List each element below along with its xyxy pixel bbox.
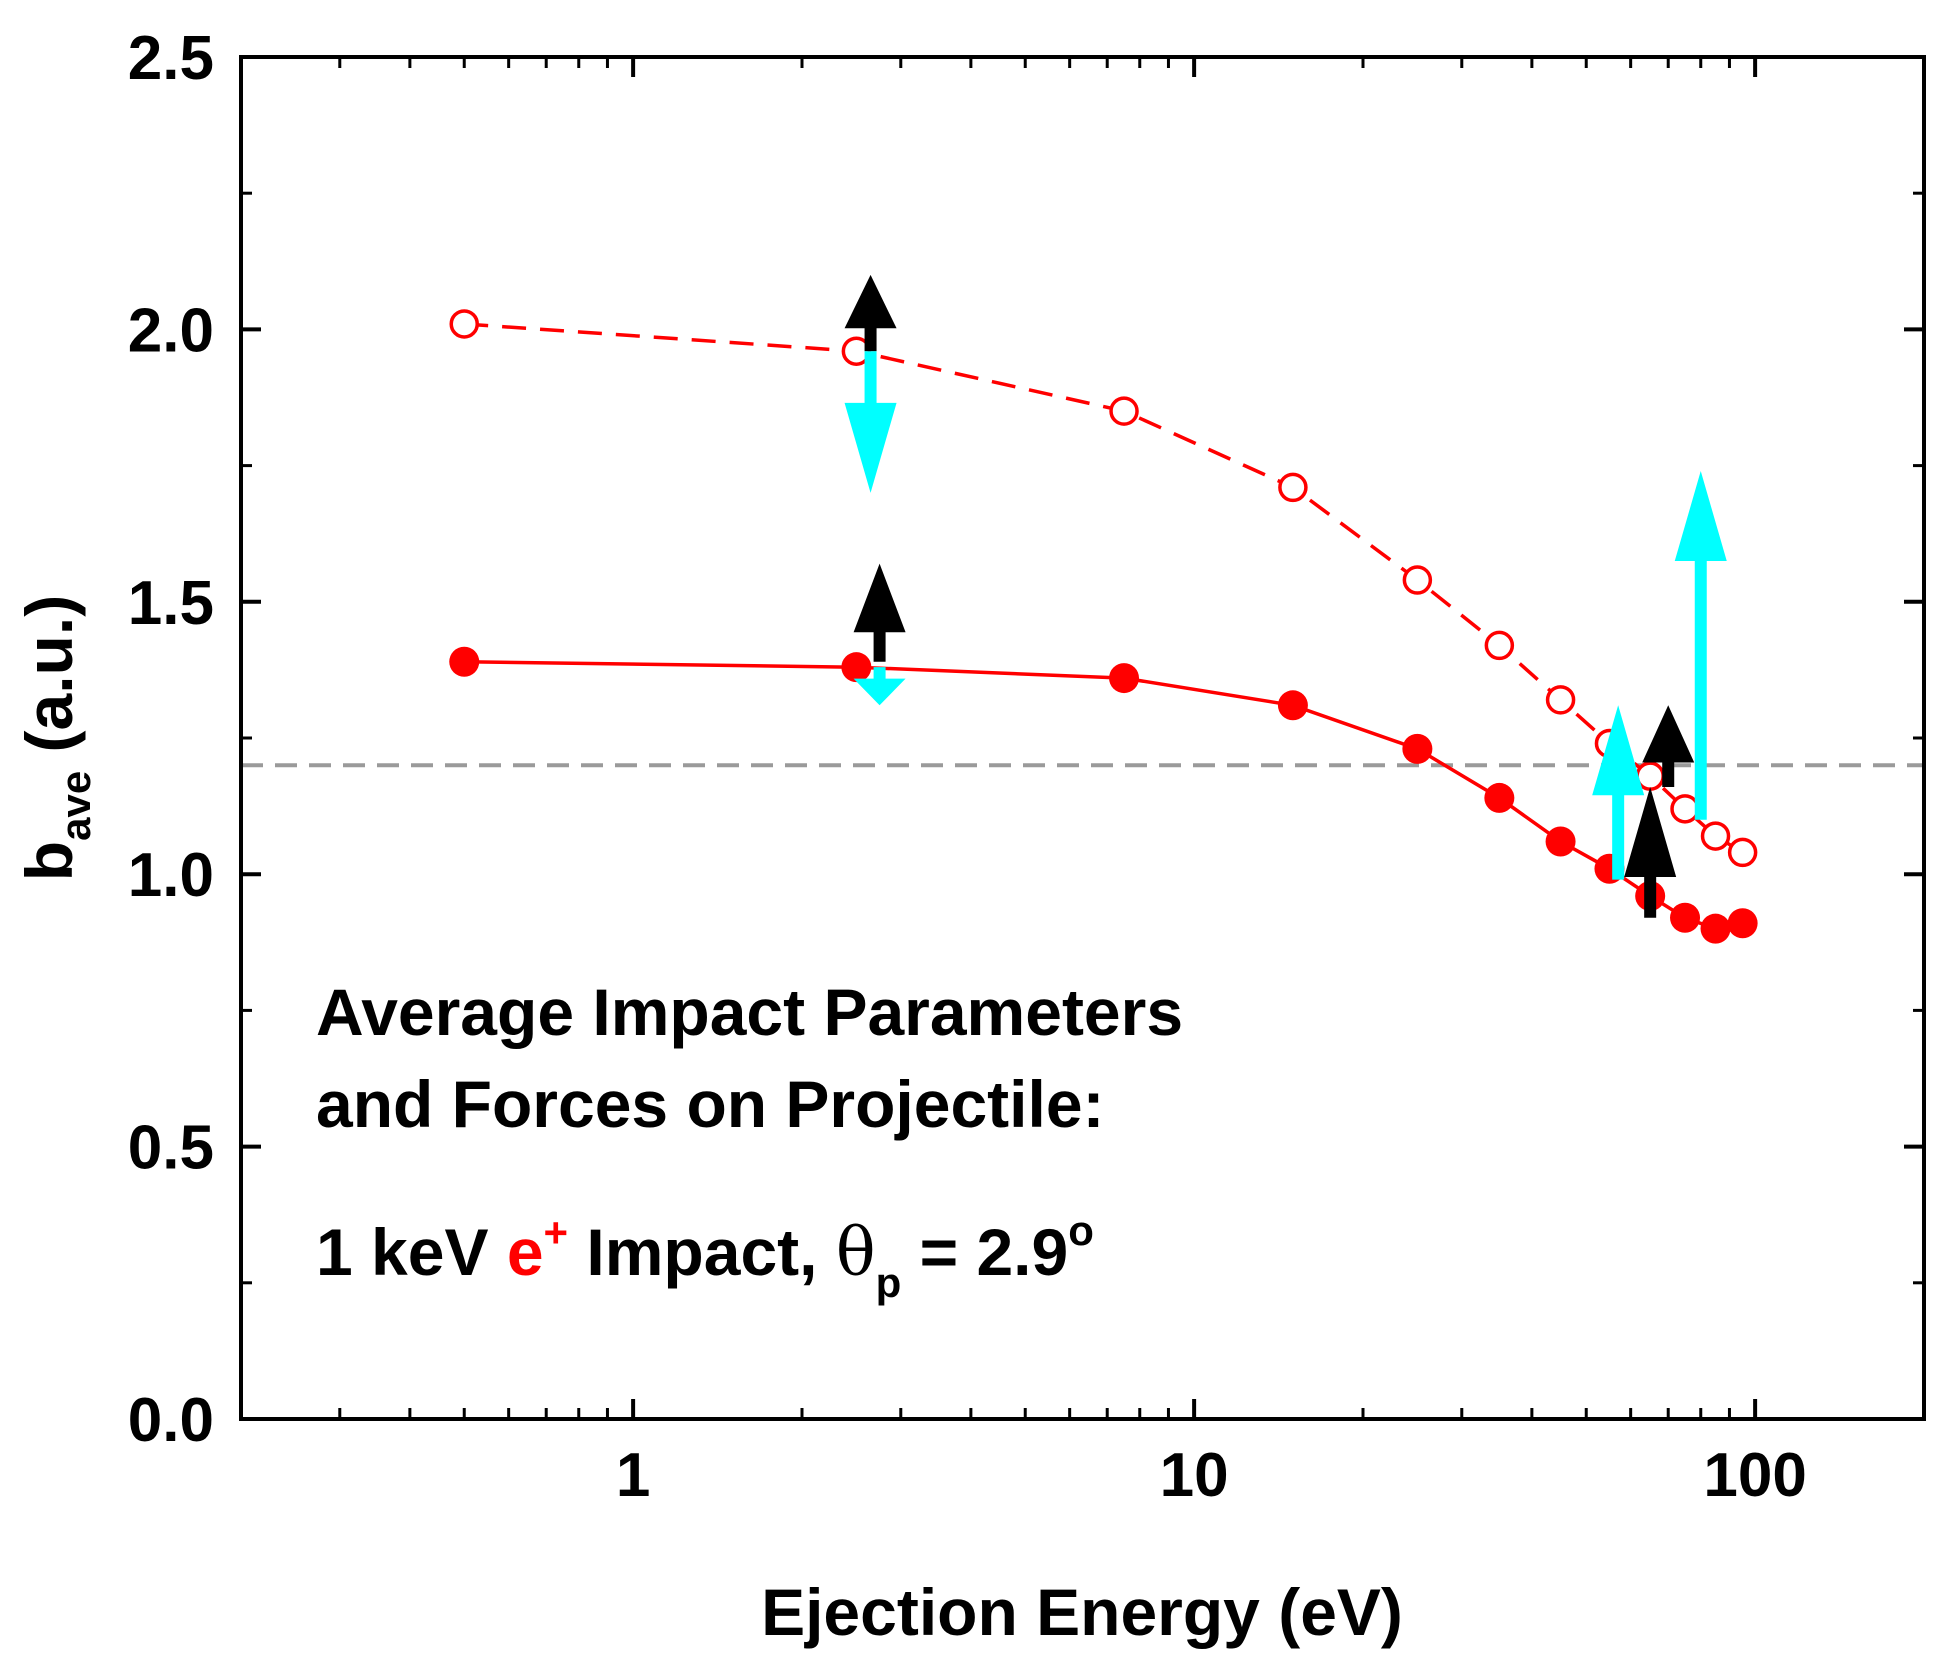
black-arrow-lower-left (853, 563, 906, 662)
arrow-layer (844, 274, 1727, 918)
open-circles-dashed-point (1700, 821, 1731, 851)
x-axis-label: Ejection Energy (eV) (761, 1575, 1403, 1649)
cyan-arrow-upper-left (844, 351, 897, 493)
filled-circles-solid-point (1277, 690, 1308, 721)
open-circles-dashed-point (1278, 472, 1308, 503)
open-circles-dashed-point (1402, 565, 1433, 595)
y-tick-label: 1.0 (128, 841, 214, 910)
filled-circles-solid-point (1484, 782, 1515, 813)
x-tick-label: 10 (1160, 1441, 1229, 1510)
x-tick-label: 1 (616, 1441, 650, 1510)
y-tick-label: 0.0 (128, 1386, 214, 1455)
filled-circles-solid-point (1545, 826, 1576, 857)
cyan-arrow-lower-left (853, 667, 906, 706)
y-tick-label: 0.5 (128, 1114, 214, 1183)
annotation: Average Impact Parameters and Forces on … (316, 975, 1183, 1306)
y-axis-label-sub: ave (52, 771, 99, 841)
y-tick-label: 1.5 (128, 569, 214, 638)
filled-circles-solid-point (1402, 733, 1433, 764)
filled-circles-solid-point (1670, 902, 1701, 933)
annotation-line-2: and Forces on Projectile: (316, 1067, 1105, 1141)
y-tick-label: 2.0 (128, 296, 214, 365)
open-circles-dashed-point (1670, 794, 1700, 824)
black-arrow-upper-left (844, 274, 897, 352)
annotation-line-1: Average Impact Parameters (316, 975, 1183, 1049)
filled-circles-solid-point (1727, 908, 1758, 939)
x-tick-label: 100 (1703, 1441, 1806, 1510)
cyan-arrow-right-small (1592, 705, 1645, 880)
open-circles-dashed-point (1727, 837, 1758, 868)
cyan-arrow-right-large (1674, 471, 1727, 820)
open-circles-dashed-point (1545, 685, 1576, 715)
filled-circles-solid-point (841, 652, 872, 683)
svg-text:bave (a.u.): bave (a.u.) (12, 595, 99, 881)
open-circles-dashed-line (464, 322, 1744, 854)
open-circles-dashed-point (1484, 630, 1515, 661)
y-axis-label: bave (a.u.) (12, 595, 99, 881)
y-tick-label: 2.5 (128, 24, 214, 93)
tick-layer: 0.0 0.5 1.0 1.5 2.0 2.5 1 10 100 (128, 24, 1924, 1510)
black-arrow-right-lower (1624, 787, 1677, 918)
filled-circles-solid-point (449, 646, 480, 677)
series-layer (449, 309, 1758, 944)
y-axis-label-main: b (12, 841, 86, 881)
filled-circles-solid-point (1109, 663, 1140, 694)
open-circles-dashed-point (449, 309, 479, 339)
black-arrow-right-upper (1642, 705, 1695, 788)
filled-circles-solid-point (1700, 913, 1731, 944)
annotation-line-3: 1 keV e+ Impact, θp = 2.9o (316, 1207, 1094, 1306)
y-axis-label-unit: (a.u.) (12, 595, 86, 771)
open-circles-dashed-point (1109, 396, 1139, 426)
positron-symbol: e (507, 1215, 544, 1289)
